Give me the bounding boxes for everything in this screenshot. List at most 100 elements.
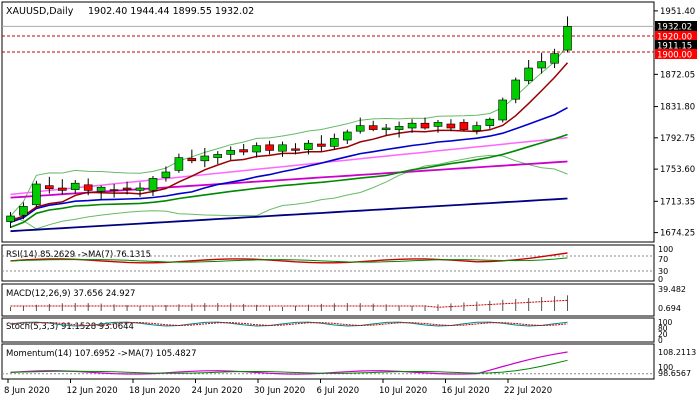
bull-candle <box>70 182 80 190</box>
bear-candle <box>122 187 132 190</box>
time-tick-label: 8 Jun 2020 <box>4 386 50 396</box>
bollinger-lower-line <box>10 154 568 230</box>
price-tick-label: 1674.25 <box>660 229 695 239</box>
stoch-tick-80: 80 <box>658 324 668 333</box>
price-axis: 1951.40 1872.05 1831.80 1792.75 1753.60 1713.… <box>654 7 695 239</box>
time-tick-label: 12 Jun 2020 <box>67 386 118 396</box>
bull-candle <box>213 154 222 158</box>
time-axis: 8 Jun 2020 12 Jun 2020 18 Jun 2020 24 Jun 2… <box>4 379 552 396</box>
momentum-tick-high: 108.2113 <box>658 348 696 357</box>
bull-candle <box>200 155 210 162</box>
price-tag-bg <box>655 21 697 31</box>
symbol-label: XAUUSD,Daily <box>6 6 74 17</box>
bull-candle <box>355 125 365 132</box>
stoch-tick-100: 100 <box>658 318 673 327</box>
bull-candle <box>381 127 391 130</box>
bull-candle <box>550 53 559 64</box>
price-plot <box>2 16 654 233</box>
bull-candle <box>498 99 508 121</box>
time-tick-label: 22 Jul 2020 <box>504 386 552 396</box>
price-tag-bg <box>655 40 697 50</box>
stoch-panel-frame <box>1 317 655 343</box>
bear-candle <box>265 144 274 151</box>
bull-candle <box>511 79 521 100</box>
ma-slow-line <box>10 197 568 233</box>
bull-candle <box>252 145 261 153</box>
rsi-tick-0: 0 <box>658 275 663 284</box>
stoch-d-line <box>10 321 568 327</box>
price-tag-label: 1911.15 <box>657 42 692 52</box>
momentum-ma-line <box>10 359 568 374</box>
ma-green-line <box>10 133 568 228</box>
bear-candle <box>44 185 54 190</box>
ma-magenta-line <box>10 160 568 199</box>
price-tag-bg <box>655 49 697 59</box>
rsi-label: RSI(14) 85.2629 ->MA(7) 76.1315 <box>6 250 151 260</box>
macd-tick-low: 0.694 <box>658 304 681 313</box>
bull-candle <box>329 138 339 147</box>
bear-candle <box>239 149 248 153</box>
bull-candle <box>472 125 482 131</box>
ohlc-label: 1902.40 1944.44 1899.55 1932.02 <box>88 6 254 17</box>
macd-plot <box>9 295 569 311</box>
bull-candle <box>174 157 184 171</box>
stoch-tick-20: 20 <box>658 330 668 339</box>
time-tick-label: 16 Jul 2020 <box>442 386 490 396</box>
ma-pink-line <box>10 136 568 196</box>
time-tick-label: 30 Jun 2020 <box>254 386 305 396</box>
bull-candle <box>6 215 15 222</box>
bear-candle <box>459 122 469 130</box>
price-tick-label: 1831.80 <box>660 103 695 113</box>
price-tag-bg <box>655 31 697 41</box>
bear-candle <box>57 187 67 191</box>
price-tick-label: 1792.75 <box>660 134 695 144</box>
time-tick-label: 24 Jun 2020 <box>192 386 243 396</box>
price-tick-label: 1713.35 <box>660 197 695 207</box>
bull-candle <box>19 206 28 216</box>
time-tick-label: 10 Jul 2020 <box>379 386 427 396</box>
rsi-tick-70: 70 <box>658 255 668 264</box>
ma-fast-line <box>10 62 569 222</box>
bull-candle <box>537 61 546 69</box>
bull-candle <box>32 183 41 206</box>
bear-candle <box>446 123 456 129</box>
bull-candle <box>148 178 158 191</box>
rsi-ma-line <box>10 257 568 263</box>
stoch-k-line <box>10 321 568 327</box>
bear-candle <box>317 143 326 147</box>
bull-candle <box>342 131 352 141</box>
momentum-tick-low: 98.6567 <box>658 369 691 378</box>
momentum-line <box>10 351 568 375</box>
rsi-tick-100: 100 <box>658 245 673 254</box>
bull-candle <box>161 171 171 178</box>
bear-candle <box>420 122 430 129</box>
macd-label: MACD(12,26,9) 37.656 24.927 <box>6 289 135 299</box>
stoch-tick-0: 0 <box>658 336 663 345</box>
bollinger-upper-line <box>10 44 568 217</box>
bull-candle <box>394 126 404 130</box>
bull-candle <box>433 122 443 127</box>
ma-mid-line <box>10 106 568 224</box>
bear-candle <box>83 184 93 191</box>
bear-candle <box>368 125 378 130</box>
rsi-plot <box>2 252 654 272</box>
macd-panel-frame <box>1 283 655 317</box>
bull-candle <box>407 122 417 129</box>
momentum-panel-frame <box>1 343 655 380</box>
price-panel-frame <box>1 1 655 243</box>
price-tag-label: 1900.00 <box>657 51 692 61</box>
time-tick-label: 18 Jun 2020 <box>129 386 180 396</box>
bear-candle <box>291 148 300 151</box>
bull-candle <box>96 186 106 192</box>
rsi-line <box>10 252 568 264</box>
bull-candle <box>135 187 145 191</box>
bull-candle <box>304 142 313 150</box>
momentum-tick-100: 100 <box>658 363 673 372</box>
bull-candle <box>524 67 533 82</box>
price-tick-label: 1753.60 <box>660 165 695 175</box>
price-tick-label: 1951.40 <box>660 7 695 17</box>
stoch-label: Stoch(5,3,3) 91.1528 93.0644 <box>6 322 134 332</box>
